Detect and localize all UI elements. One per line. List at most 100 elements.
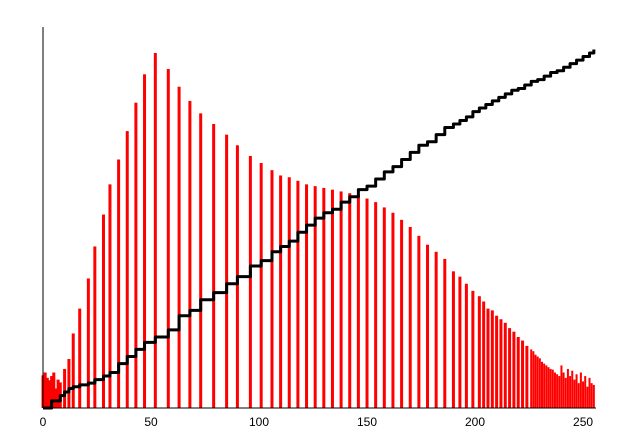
histogram-bar bbox=[225, 134, 229, 408]
histogram-bar bbox=[490, 310, 494, 409]
histogram-bar bbox=[108, 184, 112, 408]
histogram-bar bbox=[391, 212, 395, 408]
cumulative-line bbox=[43, 49, 596, 410]
histogram-bar bbox=[534, 354, 537, 408]
histogram-bar bbox=[512, 331, 516, 408]
x-tick-label: 50 bbox=[144, 415, 158, 429]
histogram-bar bbox=[56, 379, 60, 408]
histogram-bar bbox=[584, 376, 587, 408]
histogram-bar bbox=[67, 359, 71, 408]
histogram-bar bbox=[417, 235, 421, 408]
histogram-bar bbox=[356, 195, 360, 408]
histogram-bar bbox=[543, 363, 546, 409]
histogram-bar bbox=[348, 193, 352, 408]
histogram-bar bbox=[579, 372, 582, 408]
histogram-bar bbox=[495, 315, 499, 408]
x-tick-labels: 0 50 100 150 200 250 bbox=[40, 415, 594, 429]
histogram-bar bbox=[43, 372, 47, 408]
histogram-bar bbox=[586, 386, 589, 408]
x-tick-label: 0 bbox=[40, 415, 47, 429]
histogram-bar bbox=[212, 124, 216, 408]
histogram-bar bbox=[525, 345, 529, 409]
histogram-bar bbox=[63, 368, 67, 408]
histogram-bar bbox=[545, 365, 548, 408]
histogram-bar bbox=[521, 340, 525, 408]
histogram-bar bbox=[166, 68, 170, 408]
histogram-bar bbox=[551, 369, 554, 408]
histogram-bar bbox=[400, 219, 404, 408]
histogram-bar bbox=[592, 384, 595, 408]
x-tick-label: 150 bbox=[357, 415, 377, 429]
histogram-bar bbox=[503, 322, 507, 408]
histogram-bar bbox=[434, 251, 438, 408]
histogram-bar bbox=[532, 351, 535, 408]
histogram-bar bbox=[558, 376, 561, 408]
histogram-bar bbox=[86, 278, 90, 408]
histogram-bar bbox=[50, 376, 54, 408]
histogram-bar bbox=[330, 189, 334, 408]
histogram-bar bbox=[339, 191, 343, 408]
histogram-bar bbox=[566, 368, 569, 408]
histogram-bar bbox=[365, 198, 369, 408]
histogram-bar bbox=[562, 372, 565, 408]
histogram-bar bbox=[571, 370, 574, 408]
histogram-bar bbox=[569, 376, 572, 408]
histogram-bar bbox=[153, 53, 157, 408]
histogram-bar bbox=[443, 258, 447, 408]
histogram-bar bbox=[52, 372, 56, 408]
histogram-bar bbox=[458, 276, 462, 408]
histogram-bar bbox=[582, 381, 585, 409]
histogram-bar bbox=[577, 383, 580, 408]
histogram-bar bbox=[553, 372, 556, 408]
histogram-bar bbox=[560, 365, 563, 408]
histogram-bar bbox=[177, 86, 181, 408]
histogram-bar bbox=[125, 131, 129, 408]
histogram-bar bbox=[477, 296, 481, 408]
histogram-bar bbox=[590, 383, 593, 408]
histogram-bar bbox=[322, 187, 326, 408]
x-tick-label: 250 bbox=[573, 415, 593, 429]
histogram-bar bbox=[117, 159, 121, 408]
histogram-bar bbox=[508, 328, 512, 409]
histogram-bar bbox=[541, 361, 543, 408]
histogram-bars bbox=[41, 53, 595, 409]
histogram-bar bbox=[538, 358, 541, 408]
histogram-bar bbox=[451, 271, 455, 408]
histogram-bar bbox=[588, 377, 591, 408]
histogram-bar bbox=[536, 356, 539, 408]
histogram-bar bbox=[93, 246, 97, 408]
histogram-bar bbox=[78, 308, 82, 408]
x-tick-label: 200 bbox=[465, 415, 485, 429]
histogram-bar bbox=[45, 377, 49, 408]
histogram-bar bbox=[313, 186, 317, 409]
histogram-bar bbox=[71, 333, 75, 408]
histogram-bar bbox=[374, 202, 378, 408]
histogram-bar bbox=[270, 170, 274, 408]
histogram-bar bbox=[426, 244, 430, 408]
histogram-bar bbox=[47, 380, 51, 408]
histogram-bar bbox=[575, 374, 578, 408]
histogram-bar bbox=[564, 377, 567, 408]
x-tick-label: 100 bbox=[249, 415, 269, 429]
histogram-bar bbox=[305, 184, 309, 408]
histogram-bar bbox=[408, 226, 412, 408]
histogram-bar bbox=[279, 175, 283, 408]
histogram-bar bbox=[516, 337, 520, 408]
histogram-bar bbox=[482, 301, 486, 408]
histogram-bar bbox=[248, 155, 252, 408]
histogram-bar bbox=[547, 367, 550, 408]
cumulative-curve-group bbox=[43, 49, 596, 410]
histogram-bar bbox=[134, 102, 138, 408]
histogram-bar bbox=[259, 163, 263, 408]
histogram-bar bbox=[143, 74, 147, 409]
histogram-bar bbox=[486, 308, 490, 408]
histogram-bar bbox=[287, 177, 291, 408]
histogram-bar bbox=[54, 388, 58, 408]
histogram-bar bbox=[556, 374, 559, 408]
histogram-bar bbox=[382, 207, 386, 408]
histogram-bar bbox=[549, 368, 552, 408]
histogram-bar bbox=[471, 290, 475, 408]
histogram-bar bbox=[499, 319, 503, 408]
histogram-bar bbox=[188, 100, 192, 409]
